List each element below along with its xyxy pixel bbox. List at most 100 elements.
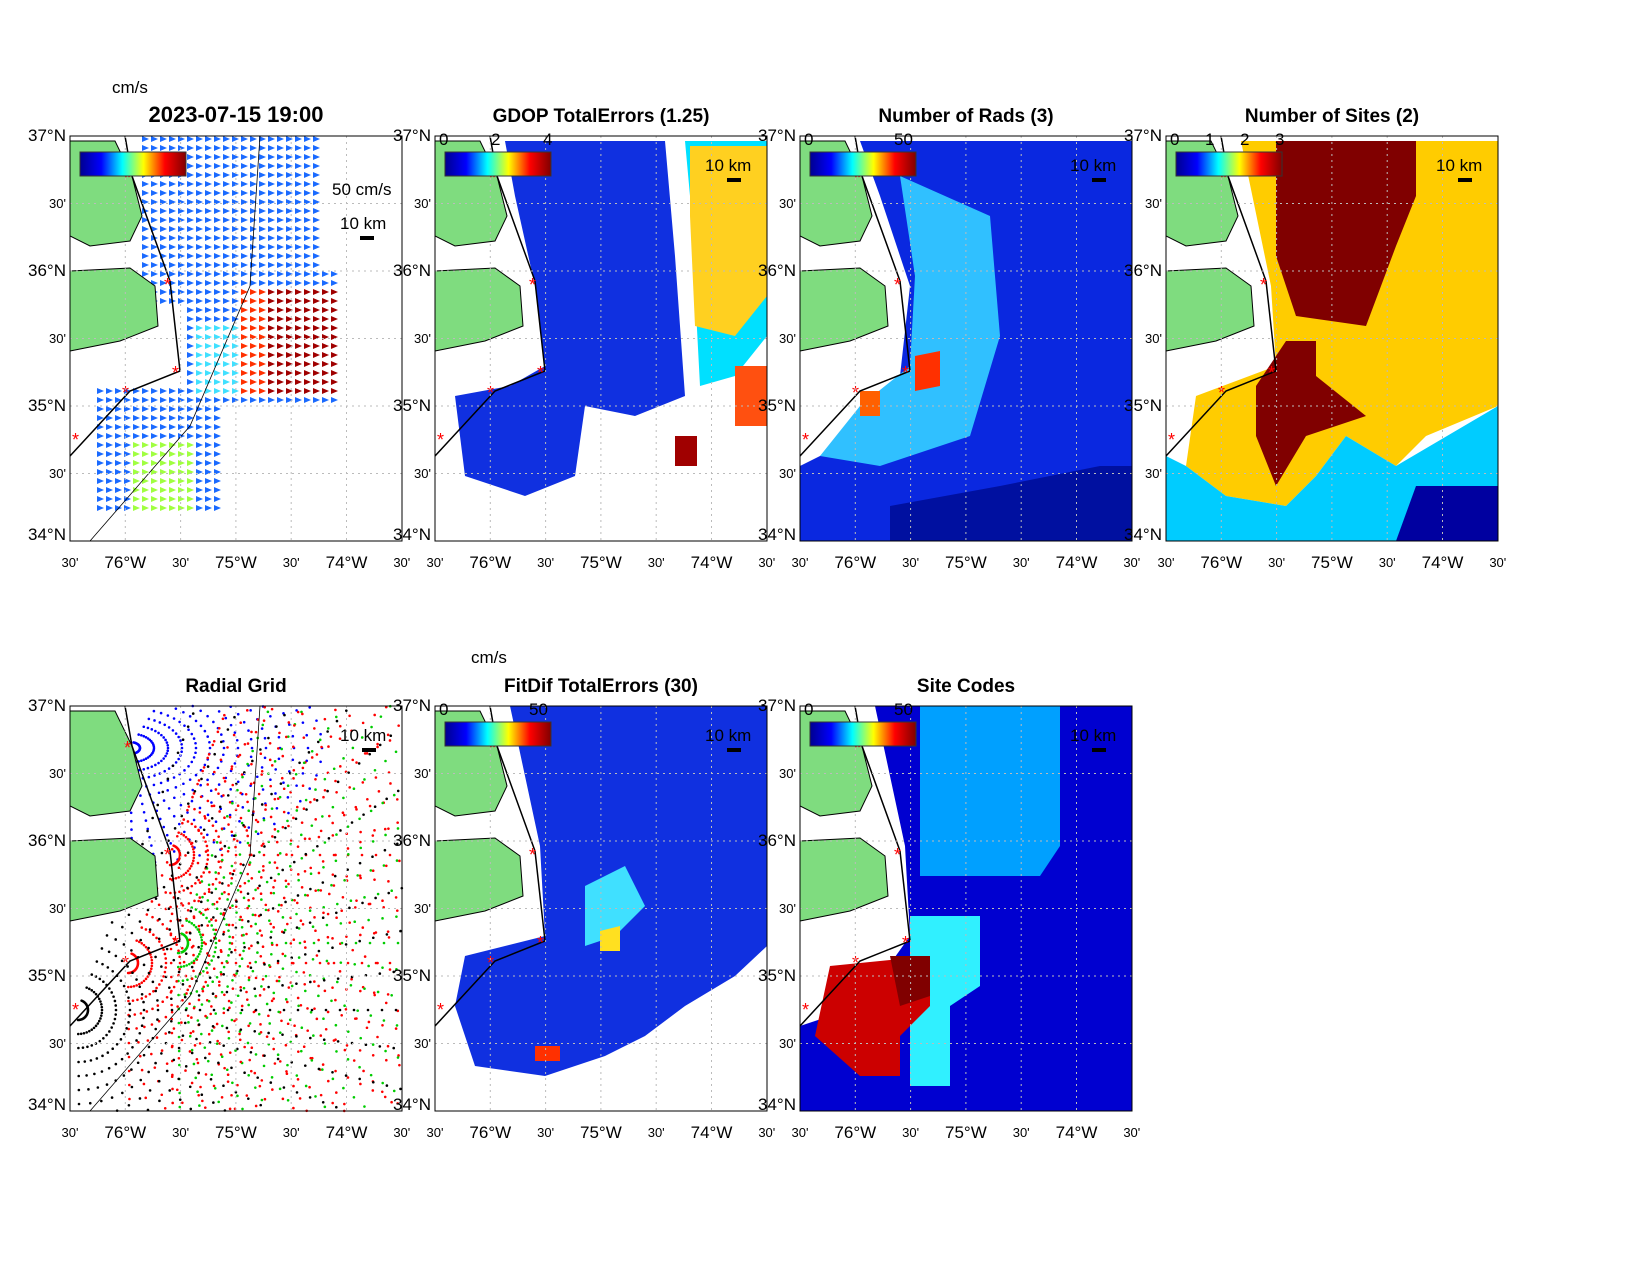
radial-grid-point: [150, 961, 154, 965]
current-vector: [196, 280, 203, 286]
radial-grid-point: [206, 853, 210, 857]
radial-grid-point: [358, 874, 362, 877]
radial-grid-point: [350, 977, 353, 981]
radial-grid-point: [155, 936, 158, 940]
radial-grid-point: [310, 824, 314, 827]
radial-grid-point: [114, 1062, 118, 1066]
radial-grid-point: [146, 1039, 150, 1042]
current-vector: [322, 352, 329, 358]
radial-grid-point: [142, 1000, 145, 1004]
current-vector: [169, 406, 176, 412]
radial-grid-point: [395, 859, 399, 862]
current-vector: [205, 199, 212, 205]
radial-grid-point: [188, 873, 192, 876]
radial-grid-point: [250, 877, 254, 880]
current-vector: [286, 226, 293, 232]
current-vector: [259, 289, 266, 295]
radial-grid-point: [160, 1049, 164, 1052]
radial-grid-point: [107, 950, 111, 954]
latitude-tick-label: 30': [49, 1035, 66, 1051]
radial-grid-point: [249, 737, 253, 741]
radial-grid-point: [308, 837, 311, 841]
radial-grid-point: [76, 1032, 80, 1036]
current-vector: [331, 361, 338, 367]
radial-grid-point: [252, 897, 255, 900]
radial-grid-point: [355, 761, 358, 764]
radial-grid-point: [206, 1059, 210, 1063]
radial-grid-point: [220, 961, 224, 965]
radial-grid-point: [170, 997, 173, 1001]
radial-grid-point: [335, 916, 338, 920]
radial-grid-point: [238, 964, 242, 968]
radial-grid-point: [359, 933, 362, 937]
radial-grid-point: [201, 989, 205, 993]
radial-grid-point: [395, 909, 399, 912]
radial-grid-point: [359, 830, 362, 834]
current-vector: [277, 388, 284, 394]
radial-grid-point: [231, 923, 235, 927]
current-vector: [277, 145, 284, 151]
radial-grid-point: [242, 941, 246, 945]
radial-grid-point: [341, 896, 345, 899]
radial-grid-point: [119, 979, 123, 982]
latitude-tick-label: 35°N: [28, 966, 66, 985]
data-field-region: [890, 466, 1132, 541]
radial-grid-point: [299, 1004, 303, 1007]
longitude-tick-label: 30': [1012, 555, 1030, 570]
latitude-tick-label: 30': [779, 1035, 796, 1051]
radial-grid-point: [250, 944, 253, 948]
radial-grid-point: [85, 1031, 88, 1034]
radial-grid-point: [242, 720, 246, 724]
current-vector: [277, 298, 284, 304]
radial-grid-point: [160, 944, 164, 947]
radial-grid-point: [126, 1052, 129, 1055]
radial-grid-point: [180, 1021, 183, 1024]
radial-grid-point: [287, 882, 290, 886]
radial-grid-point: [150, 1023, 154, 1026]
current-vector: [223, 145, 230, 151]
radial-grid-point: [250, 1046, 254, 1049]
current-vector: [259, 190, 266, 196]
radial-grid-point: [259, 1023, 262, 1026]
radial-grid-point: [268, 964, 271, 967]
current-vector: [304, 136, 311, 142]
radial-grid-point: [223, 713, 226, 717]
radial-grid-point: [87, 1088, 90, 1091]
radial-grid-point: [185, 964, 188, 967]
current-vector: [313, 397, 320, 403]
radial-grid-point: [77, 1102, 81, 1106]
radial-grid-point: [188, 1085, 192, 1089]
current-vector: [178, 190, 185, 196]
radial-grid-point: [345, 709, 348, 712]
current-vector: [295, 226, 302, 232]
radial-grid-point: [383, 1095, 387, 1099]
radial-grid-point: [247, 1003, 250, 1007]
current-vector: [205, 496, 212, 502]
radial-grid-point: [146, 726, 150, 730]
radial-grid-point: [257, 792, 261, 796]
radial-grid-point: [307, 751, 311, 754]
radial-grid-point: [120, 959, 124, 963]
radial-grid-point: [277, 757, 281, 761]
radial-grid-point: [396, 821, 399, 824]
radial-grid-point: [376, 745, 379, 749]
current-vector: [187, 334, 194, 340]
radial-grid-point: [168, 986, 171, 989]
current-vector: [268, 163, 275, 169]
current-vector: [178, 280, 185, 286]
current-vector: [241, 388, 248, 394]
radial-grid-point: [379, 715, 383, 718]
current-vector: [142, 487, 149, 493]
radial-grid-point: [183, 769, 186, 772]
current-vector: [241, 316, 248, 322]
radial-grid-point: [154, 897, 158, 900]
radial-grid-point: [145, 913, 149, 916]
radial-grid-point: [185, 992, 188, 995]
radial-grid-point: [358, 1077, 361, 1081]
radial-grid-point: [341, 811, 345, 814]
radial-grid-point: [241, 806, 245, 809]
current-vector: [151, 388, 158, 394]
radial-grid-point: [233, 1019, 236, 1023]
radial-grid-point: [128, 1083, 131, 1087]
radial-grid-point: [246, 1041, 250, 1045]
